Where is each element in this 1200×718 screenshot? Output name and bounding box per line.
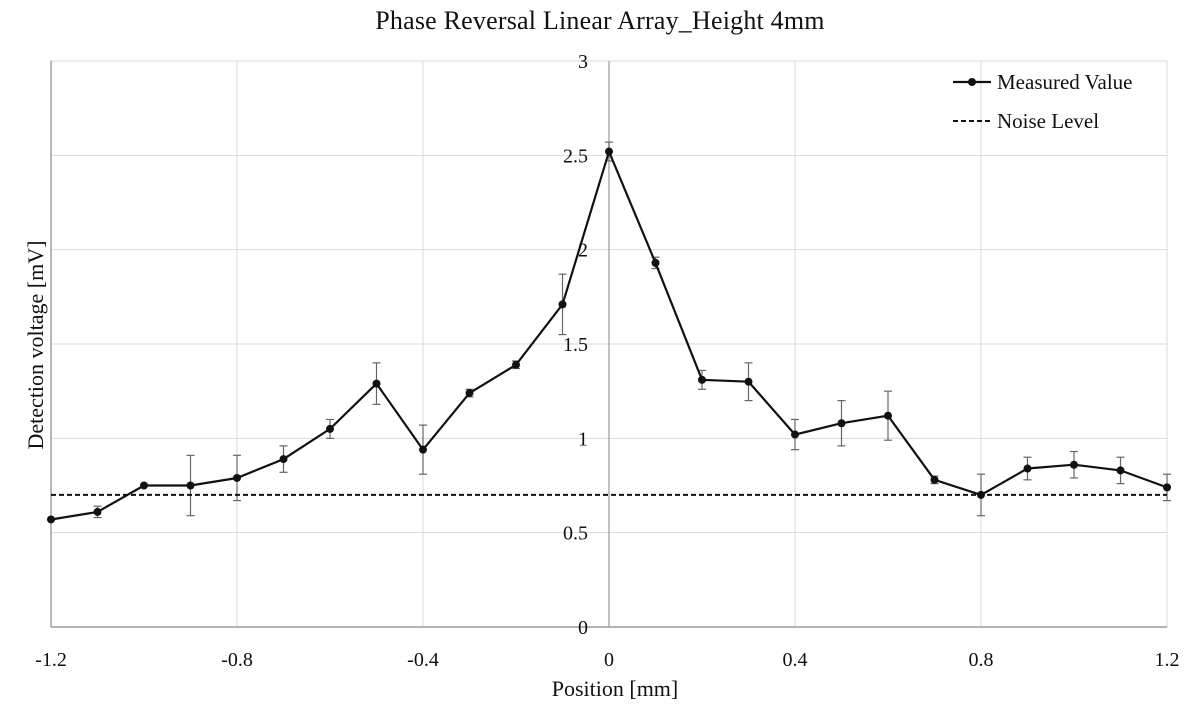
legend-noise-label: Noise Level [997, 109, 1099, 133]
legend-measured-swatch-marker [968, 78, 976, 86]
measured-value-marker [744, 377, 753, 386]
measured-value-marker [279, 455, 288, 464]
measured-value-marker [698, 375, 706, 384]
y-tick-label: 2.5 [563, 145, 588, 167]
measured-value-marker [140, 481, 148, 490]
x-tick-label: 1.2 [1155, 649, 1180, 671]
measured-value-marker [1023, 464, 1032, 473]
measured-value-marker [1070, 460, 1078, 469]
chart-title: Phase Reversal Linear Array_Height 4mm [375, 6, 825, 35]
measured-value-marker [465, 389, 474, 398]
x-tick-label: -0.8 [221, 649, 253, 671]
measured-value-marker [93, 507, 102, 516]
measured-value-marker [1116, 466, 1125, 475]
measured-value-marker [1163, 483, 1171, 492]
x-tick-label: 0.8 [969, 649, 994, 671]
legend: Measured Value Noise Level [953, 70, 1133, 133]
measured-value-marker [372, 379, 381, 388]
measured-value-marker [651, 258, 660, 267]
series-layer [47, 141, 1171, 524]
x-tick-label: 0.4 [783, 649, 808, 671]
y-tick-label: 2 [578, 240, 588, 262]
measured-value-marker [233, 473, 241, 482]
y-tick-label: 1 [578, 428, 588, 450]
measured-value-marker [791, 430, 799, 439]
tick-label-layer: 0 0.5 1 1.5 2 2.5 3 -1.2 -0.8 -0.4 0 0.4 0.8 1.2 [35, 51, 1179, 671]
measured-value-marker [558, 300, 567, 309]
x-tick-label: -0.4 [407, 649, 439, 671]
measured-value-marker [930, 475, 939, 484]
y-tick-label: 0.5 [563, 523, 588, 545]
x-axis-label: Position [mm] [551, 676, 679, 701]
y-tick-label: 3 [578, 51, 588, 73]
measured-value-marker [419, 445, 427, 454]
measured-value-marker [837, 419, 846, 428]
measured-value-marker [326, 424, 334, 433]
measured-value-marker [884, 411, 892, 420]
legend-measured-label: Measured Value [997, 70, 1133, 94]
measured-value-marker [186, 481, 195, 490]
x-tick-label: -1.2 [35, 649, 67, 671]
x-tick-label: 0 [604, 649, 614, 671]
measured-value-marker [47, 515, 55, 524]
measured-value-marker [512, 360, 520, 369]
y-tick-label: 1.5 [563, 334, 588, 356]
y-tick-label: 0 [578, 617, 588, 639]
measured-value-marker [605, 147, 613, 156]
